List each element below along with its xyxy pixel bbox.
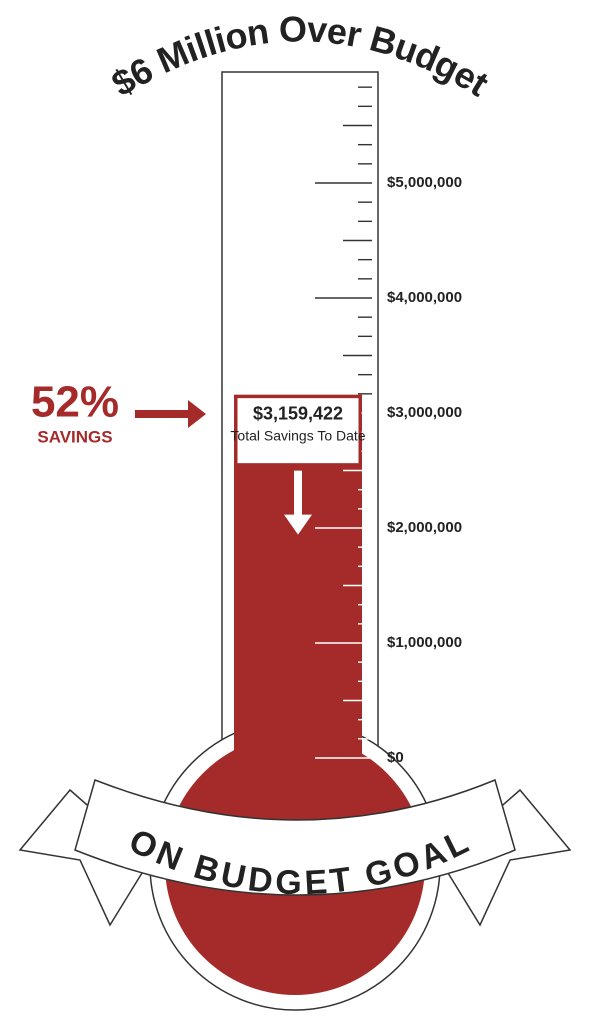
- savings-callout: 52% SAVINGS: [31, 378, 206, 446]
- down-arrow: [284, 470, 312, 535]
- y-tick-label: $2,000,000: [387, 519, 462, 536]
- value-label: $3,159,422: [253, 403, 343, 423]
- y-tick-label: $4,000,000: [387, 289, 462, 306]
- savings-arrow: [135, 400, 206, 428]
- y-tick-label: $0: [387, 749, 404, 766]
- savings-label: SAVINGS: [37, 427, 112, 446]
- y-tick-label: $5,000,000: [387, 174, 462, 191]
- annotation: Total Savings To Date: [230, 427, 365, 443]
- annotation-text: Total Savings To Date: [230, 427, 365, 443]
- y-tick-label: $1,000,000: [387, 634, 462, 651]
- savings-percent: 52%: [31, 378, 119, 427]
- y-tick-label: $3,000,000: [387, 404, 462, 421]
- value-box: [234, 395, 362, 467]
- banner-band: [74, 778, 516, 896]
